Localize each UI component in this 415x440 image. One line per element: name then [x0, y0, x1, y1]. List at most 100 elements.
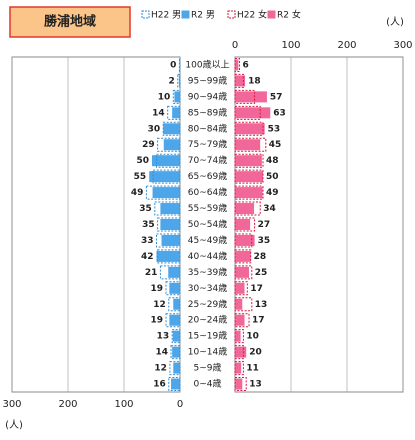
category-label: 65~69歳 — [188, 170, 227, 182]
bar-outline — [168, 377, 181, 392]
bar-outline — [234, 297, 253, 312]
bar-outline — [234, 105, 261, 120]
bar-outline — [234, 345, 244, 360]
bar — [235, 250, 251, 262]
bar-outline — [155, 233, 181, 248]
bar-outline — [170, 345, 181, 360]
data-label: 29 — [142, 140, 155, 150]
category-label: 55~59歳 — [188, 202, 227, 214]
bar-outline — [165, 281, 181, 296]
data-label: 12 — [153, 300, 166, 310]
data-label: 33 — [141, 236, 154, 246]
bar-outline — [234, 361, 244, 376]
data-label: 34 — [263, 204, 276, 214]
data-label: 18 — [248, 76, 261, 86]
bar — [174, 91, 180, 103]
category-label: 45~49歳 — [188, 234, 227, 246]
data-label: 50 — [266, 172, 279, 182]
bar — [178, 75, 180, 87]
bar — [169, 314, 180, 326]
bar — [235, 59, 239, 71]
category-label: 25~29歳 — [188, 298, 227, 310]
category-label: 60~64歳 — [188, 186, 227, 198]
data-label: 20 — [249, 348, 262, 358]
bar-outline — [171, 329, 181, 344]
bar — [235, 378, 243, 390]
bar — [160, 203, 180, 215]
x-tick-label: 300 — [2, 399, 21, 410]
bar-outline — [234, 377, 247, 392]
bar-outline — [234, 185, 264, 200]
bar — [235, 346, 247, 358]
panel-frame — [11, 56, 181, 393]
bar-outline — [159, 265, 181, 280]
bar — [152, 155, 180, 167]
bar — [149, 171, 180, 183]
data-label: 6 — [242, 60, 248, 70]
bar — [173, 298, 180, 310]
data-label: 53 — [268, 124, 281, 134]
category-label: 95~99歳 — [188, 74, 227, 86]
bar-outline — [152, 169, 181, 184]
bar-outline — [234, 265, 253, 280]
bar — [235, 219, 251, 230]
data-label: 50 — [136, 156, 149, 166]
bar — [160, 219, 180, 230]
category-label: 15~19歳 — [188, 330, 227, 342]
bar-outline — [157, 137, 181, 152]
data-label: 30 — [148, 124, 161, 134]
category-label: 85~89歳 — [188, 106, 227, 118]
bar-outline — [234, 201, 261, 216]
bar-outline — [155, 153, 181, 168]
category-label: 10~14歳 — [188, 346, 227, 358]
category-label: 100歳以上 — [185, 58, 229, 70]
bar-outline — [177, 73, 181, 88]
x-tick-label: 100 — [281, 40, 300, 51]
x-tick-label: 200 — [58, 399, 77, 410]
bar — [163, 139, 180, 151]
bar-outline — [234, 313, 250, 328]
data-label: 19 — [150, 316, 163, 326]
x-axis-unit: (人) — [386, 16, 404, 28]
data-label: 55 — [134, 172, 147, 182]
bar — [235, 330, 241, 342]
category-label: 50~54歳 — [188, 218, 227, 230]
data-label: 12 — [154, 364, 167, 374]
data-label: 48 — [266, 156, 279, 166]
legend-swatch — [227, 10, 236, 19]
bar-outline — [234, 217, 256, 232]
data-label: 14 — [152, 108, 165, 118]
bar-outline — [178, 57, 181, 72]
x-axis-unit: (人) — [5, 419, 23, 431]
data-label: 10 — [158, 92, 171, 102]
category-label: 75~79歳 — [188, 138, 227, 150]
data-label: 49 — [266, 188, 279, 198]
data-label: 16 — [153, 380, 166, 390]
bar-outline — [234, 121, 264, 136]
data-label: 21 — [145, 268, 158, 278]
bar — [235, 187, 263, 199]
bar — [235, 123, 265, 135]
bar-outline — [169, 361, 181, 376]
data-label: 13 — [157, 332, 170, 342]
data-label: 17 — [250, 284, 263, 294]
x-tick-label: 0 — [232, 40, 238, 51]
category-label: 70~74歳 — [188, 154, 227, 166]
bar — [235, 266, 249, 278]
x-tick-label: 0 — [177, 399, 183, 410]
data-label: 10 — [246, 332, 259, 342]
data-label: 35 — [139, 204, 152, 214]
bar — [171, 378, 180, 390]
bar-outline — [172, 89, 181, 104]
data-label: 11 — [246, 364, 259, 374]
bar — [172, 346, 180, 358]
bar — [235, 234, 255, 246]
bar — [161, 234, 180, 246]
x-tick-label: 300 — [393, 40, 412, 51]
bar — [173, 362, 180, 374]
data-label: 25 — [255, 268, 268, 278]
data-label: 14 — [156, 348, 169, 358]
bar — [163, 123, 180, 135]
bar-outline — [162, 121, 181, 136]
